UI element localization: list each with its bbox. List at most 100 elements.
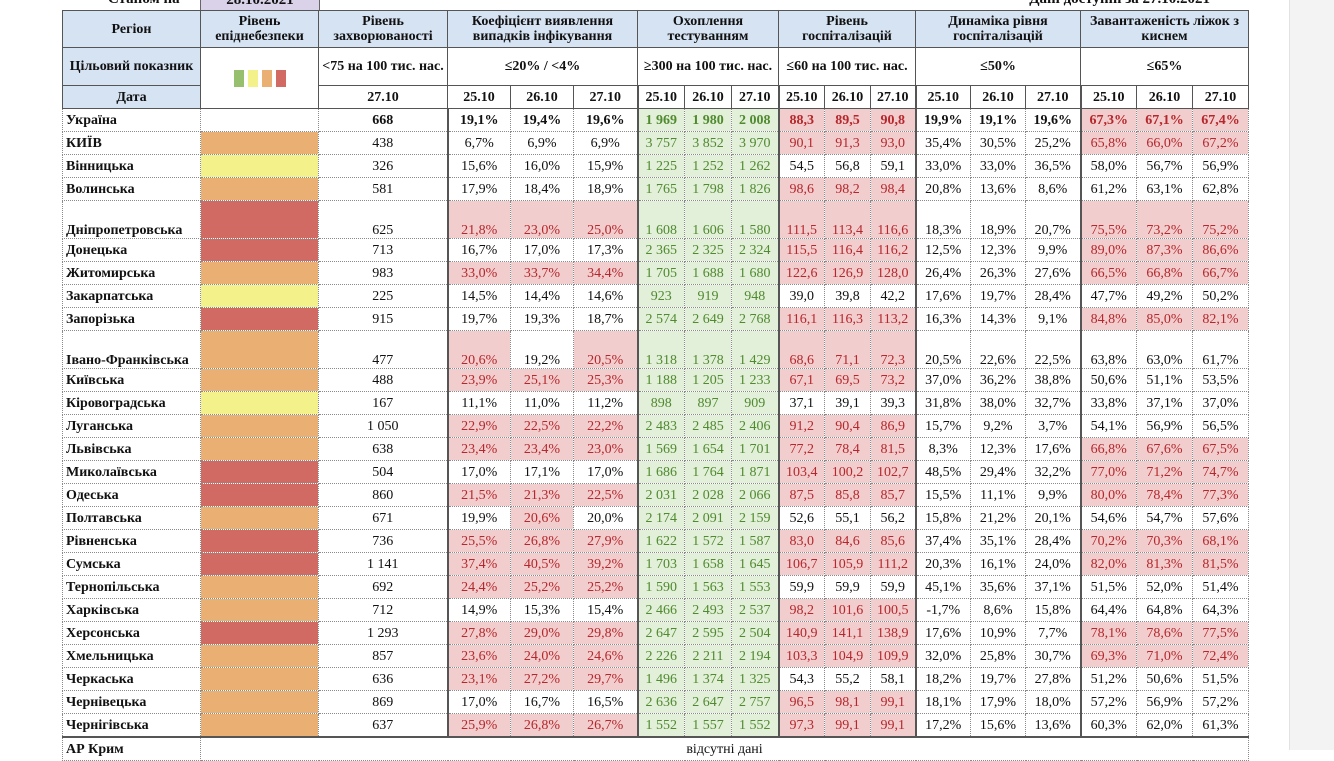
testing-cell: 2 091 (684, 506, 732, 530)
table-row: Донецька 713 16,7% 17,0% 17,3% 2 365 2 325 2 32… (62, 238, 1249, 262)
target-label: Цільовий показник (62, 47, 201, 86)
testing-cell: 2 066 (731, 483, 779, 507)
date-cell: 27.10 (731, 85, 779, 109)
hosp-cell: 105,9 (824, 552, 871, 576)
hosp-cell: 58,1 (870, 667, 916, 691)
hosp-dyn-cell: 32,0% (914, 644, 971, 668)
danger-level-cell (200, 621, 319, 645)
testing-cell: 1 557 (684, 713, 732, 738)
region-name: Дніпропетровська (62, 200, 201, 239)
hosp-cell: 71,1 (824, 330, 871, 369)
hosp-dyn-cell: 12,5% (914, 238, 971, 262)
detection-cell: 40,5% (510, 552, 574, 576)
incidence-cell: 167 (318, 391, 448, 415)
oxygen-cell: 78,6% (1136, 621, 1193, 645)
detection-cell: 33,0% (446, 261, 511, 285)
incidence-cell: 638 (318, 437, 448, 461)
detection-cell: 21,5% (446, 483, 511, 507)
testing-cell: 1 969 (636, 108, 685, 132)
scrollbar[interactable] (1289, 0, 1334, 750)
detection-cell: 27,2% (510, 667, 574, 691)
oxygen-cell: 50,6% (1079, 368, 1137, 392)
hosp-dyn-cell: 35,6% (970, 575, 1026, 599)
table-row: Хмельницька 857 23,6% 24,0% 24,6% 2 226 2 211 2… (62, 644, 1249, 668)
hosp-cell: 85,6 (870, 529, 916, 553)
hosp-dyn-cell: 12,3% (970, 238, 1026, 262)
testing-cell: 1 188 (636, 368, 685, 392)
region-name: Сумська (62, 552, 201, 576)
oxygen-cell: 54,6% (1079, 506, 1137, 530)
oxygen-cell: 56,9% (1192, 154, 1249, 178)
region-name: Харківська (62, 598, 201, 622)
hosp-cell: 90,1 (777, 131, 825, 155)
testing-cell: 897 (684, 391, 732, 415)
hosp-dyn-cell: 16,3% (914, 307, 971, 331)
oxygen-cell: 60,3% (1079, 713, 1137, 738)
level-orange-swatch (261, 69, 272, 87)
detection-cell: 21,8% (446, 200, 511, 239)
testing-cell: 1 318 (636, 330, 685, 369)
testing-cell: 1 688 (684, 261, 732, 285)
oxygen-cell: 54,1% (1079, 414, 1137, 438)
hosp-cell: 140,9 (777, 621, 825, 645)
oxygen-cell: 86,6% (1192, 238, 1249, 262)
hosp-dyn-cell: 8,3% (914, 437, 971, 461)
incidence-cell: 668 (318, 108, 448, 132)
testing-cell: 1 686 (636, 460, 685, 484)
oxygen-cell: 77,5% (1192, 621, 1249, 645)
hosp-cell: 90,4 (824, 414, 871, 438)
hosp-cell: 103,3 (777, 644, 825, 668)
table-row: Харківська 712 14,9% 15,3% 15,4% 2 466 2 493 2 … (62, 598, 1249, 622)
testing-cell: 919 (684, 284, 732, 308)
detection-cell: 19,1% (446, 108, 511, 132)
hosp-cell: 59,9 (777, 575, 825, 599)
detection-cell: 19,4% (510, 108, 574, 132)
hosp-dyn-cell: 32,2% (1025, 460, 1081, 484)
testing-cell: 1 658 (684, 552, 732, 576)
hosp-dyn-cell: 45,1% (914, 575, 971, 599)
hosp-dyn-cell: 36,5% (1025, 154, 1081, 178)
hosp-cell: 116,3 (824, 307, 871, 331)
table-row: Львівська 638 23,4% 23,4% 23,0% 1 569 1 654 1 7… (62, 437, 1249, 461)
table-row: Рівненська 736 25,5% 26,8% 27,9% 1 622 1 572 1 … (62, 529, 1249, 553)
target-detection: ≤20% / <4% (447, 47, 638, 86)
region-name: Вінницька (62, 154, 201, 178)
testing-cell: 1 225 (636, 154, 685, 178)
date-cell: 26.10 (684, 85, 732, 109)
oxygen-cell: 50,2% (1192, 284, 1249, 308)
hosp-cell: 77,2 (777, 437, 825, 461)
incidence-cell: 736 (318, 529, 448, 553)
detection-cell: 26,8% (510, 529, 574, 553)
oxygen-cell: 33,8% (1079, 391, 1137, 415)
header-testing: Охоплення тестуванням (637, 10, 779, 48)
oxygen-cell: 71,2% (1136, 460, 1193, 484)
detection-cell: 16,7% (510, 690, 574, 714)
hosp-cell: 98,2 (824, 177, 871, 201)
hosp-cell: 85,7 (870, 483, 916, 507)
detection-cell: 26,7% (573, 713, 638, 738)
hosp-dyn-cell: 26,4% (914, 261, 971, 285)
testing-cell: 2 365 (636, 238, 685, 262)
region-name: АР Крим (62, 736, 201, 761)
region-name: Житомирська (62, 261, 201, 285)
region-name: Львівська (62, 437, 201, 461)
hosp-dyn-cell: 9,9% (1025, 238, 1081, 262)
detection-cell: 19,3% (510, 307, 574, 331)
oxygen-cell: 80,0% (1079, 483, 1137, 507)
hosp-dyn-cell: 37,4% (914, 529, 971, 553)
table-row: Херсонська 1 293 27,8% 29,0% 29,8% 2 647 2 595… (62, 621, 1249, 645)
hosp-dyn-cell: 35,4% (914, 131, 971, 155)
oxygen-cell: 66,8% (1079, 437, 1137, 461)
oxygen-cell: 66,7% (1192, 261, 1249, 285)
hosp-dyn-cell: 8,6% (1025, 177, 1081, 201)
testing-cell: 1 703 (636, 552, 685, 576)
date-label: Дата (62, 85, 201, 109)
hosp-cell: 59,1 (870, 154, 916, 178)
hosp-cell: 116,6 (870, 200, 916, 239)
region-name: Хмельницька (62, 644, 201, 668)
testing-cell: 1 608 (636, 200, 685, 239)
header-region: Регіон (62, 10, 201, 48)
hosp-cell: 102,7 (870, 460, 916, 484)
hosp-dyn-cell: 15,5% (914, 483, 971, 507)
hosp-dyn-cell: 17,6% (914, 621, 971, 645)
